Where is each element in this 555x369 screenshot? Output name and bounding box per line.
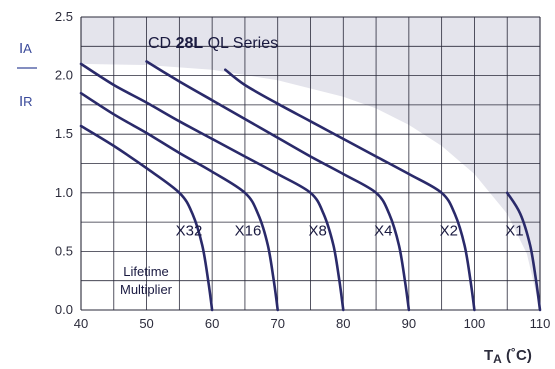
series-label-x1: X1 [505, 222, 523, 239]
series-line-x4 [145, 60, 411, 312]
series-lines [79, 60, 542, 312]
series-line-x8 [79, 62, 345, 312]
series-label-x2: X2 [440, 222, 458, 239]
series-label-x32: X32 [176, 222, 203, 239]
series-line-x2 [224, 68, 476, 312]
x-tick-label: 40 [74, 316, 88, 331]
x-tick-label: 100 [464, 316, 486, 331]
series-label-x8: X8 [309, 222, 327, 239]
series-labels: X32 X16 X8 X4 X2 X1 [176, 222, 524, 239]
series-line-x16 [79, 91, 279, 312]
shaded-region [81, 17, 540, 310]
series-line-x1 [505, 191, 542, 312]
x-tick-label: 70 [270, 316, 284, 331]
chart-title-bold: 28L [176, 35, 204, 52]
y-axis-label: IA IR [17, 40, 37, 110]
x-tick-label: 110 [530, 316, 551, 331]
grid [80, 16, 541, 311]
chart-title: CD 28L QL Series [148, 35, 278, 52]
x-axis-label: TA (˚C) [484, 347, 532, 366]
y-tick-label: 1.0 [55, 185, 73, 200]
y-tick-label: 0.5 [55, 243, 73, 258]
series-label-x4: X4 [374, 222, 392, 239]
x-tick-label: 90 [402, 316, 416, 331]
series-label-x16: X16 [235, 222, 262, 239]
y-tick-label: 2.0 [55, 68, 73, 83]
y-axis-label-bottom: IR [19, 93, 33, 110]
y-tick-label: 2.5 [55, 9, 73, 24]
annotation-multiplier: Multiplier [120, 282, 173, 297]
annotation-lifetime: Lifetime [123, 264, 169, 279]
y-tick-label: 1.5 [55, 126, 73, 141]
y-axis-label-top: IA [19, 40, 32, 57]
series-line-x32 [79, 124, 214, 312]
y-tick-label: 0.0 [55, 302, 73, 317]
x-tick-label: 50 [139, 316, 153, 331]
x-tick-label: 60 [205, 316, 219, 331]
tick-labels: 40 50 60 70 80 90 100 110 0.0 0.5 1.0 1.5 2.0 2.5 [55, 9, 550, 331]
x-tick-label: 80 [336, 316, 350, 331]
